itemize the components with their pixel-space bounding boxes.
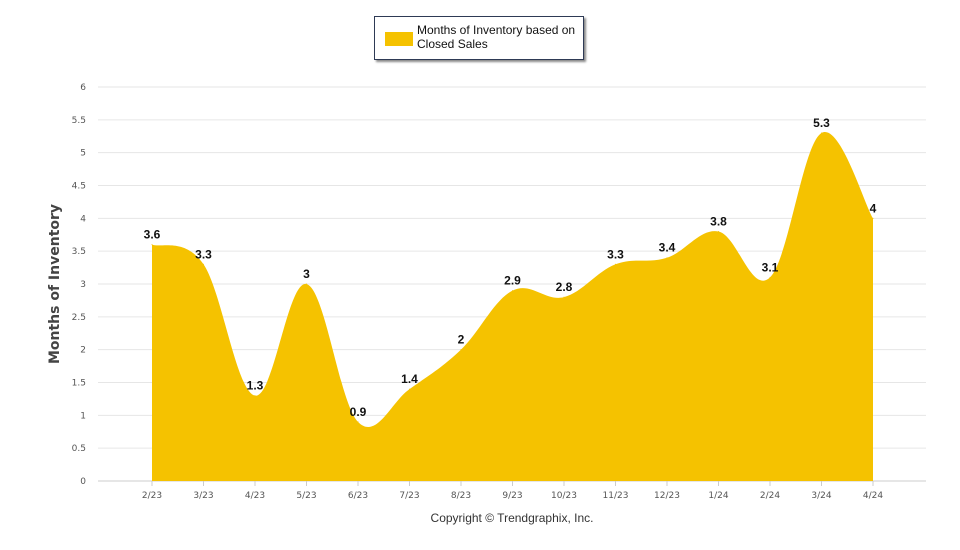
y-axis-title: Months of Inventory bbox=[47, 204, 63, 364]
data-point bbox=[872, 217, 874, 219]
x-tick-label: 5/23 bbox=[296, 491, 316, 501]
x-tick-label: 6/23 bbox=[348, 491, 368, 501]
x-tick-label: 12/23 bbox=[654, 491, 680, 501]
legend-swatch bbox=[385, 32, 413, 46]
legend-label: Months of Inventory based on Closed Sale… bbox=[417, 23, 576, 51]
x-tick-label: 7/23 bbox=[399, 491, 419, 501]
y-tick-label: 3.5 bbox=[72, 247, 86, 257]
copyright-text: Copyright © Trendgraphix, Inc. bbox=[430, 511, 594, 525]
x-tick-label: 2/23 bbox=[142, 491, 162, 501]
x-tick-label: 4/23 bbox=[245, 491, 265, 501]
y-tick-label: 1 bbox=[80, 411, 86, 421]
y-tick-label: 4.5 bbox=[72, 182, 86, 192]
data-label: 2 bbox=[458, 333, 465, 347]
data-point bbox=[512, 290, 513, 292]
data-label: 3.4 bbox=[659, 241, 676, 255]
x-tick-label: 10/23 bbox=[551, 491, 577, 501]
data-label: 3.1 bbox=[762, 260, 779, 274]
data-label: 3.3 bbox=[195, 247, 212, 261]
data-label: 2.9 bbox=[504, 274, 521, 288]
data-point bbox=[615, 263, 616, 265]
x-tick-label: 3/24 bbox=[811, 491, 831, 501]
data-point bbox=[718, 230, 719, 232]
data-label: 0.9 bbox=[350, 405, 367, 419]
y-tick-label: 3 bbox=[80, 280, 86, 290]
data-point bbox=[203, 263, 204, 265]
data-label: 5.3 bbox=[813, 116, 830, 130]
x-tick-label: 1/24 bbox=[708, 491, 728, 501]
data-label: 3.8 bbox=[710, 214, 727, 228]
data-point bbox=[306, 283, 307, 285]
y-tick-label: 2 bbox=[80, 346, 86, 356]
data-label: 3.6 bbox=[144, 228, 161, 242]
x-tick-label: 4/24 bbox=[863, 491, 883, 501]
y-tick-label: 0.5 bbox=[72, 444, 86, 454]
data-label: 2.8 bbox=[556, 280, 573, 294]
y-tick-label: 6 bbox=[80, 83, 86, 93]
y-tick-label: 5.5 bbox=[72, 116, 86, 126]
x-tick-label: 2/24 bbox=[760, 491, 780, 501]
data-point bbox=[409, 388, 410, 390]
data-point bbox=[666, 257, 668, 259]
x-tick-label: 9/23 bbox=[502, 491, 522, 501]
data-label: 3 bbox=[303, 267, 310, 281]
data-point bbox=[563, 296, 565, 298]
y-tick-label: 0 bbox=[80, 477, 86, 487]
data-point bbox=[254, 395, 256, 397]
data-label: 4 bbox=[870, 201, 877, 215]
y-tick-label: 4 bbox=[80, 214, 86, 224]
data-point bbox=[357, 421, 359, 423]
x-tick-label: 11/23 bbox=[603, 491, 629, 501]
data-label: 3.3 bbox=[607, 247, 624, 261]
y-tick-label: 1.5 bbox=[72, 379, 86, 389]
legend: Months of Inventory based on Closed Sale… bbox=[374, 16, 584, 60]
area-series bbox=[152, 132, 873, 481]
data-point bbox=[769, 276, 771, 278]
data-label: 1.4 bbox=[401, 372, 418, 386]
x-tick-label: 8/23 bbox=[451, 491, 471, 501]
x-tick-label: 3/23 bbox=[193, 491, 213, 501]
data-point bbox=[460, 349, 462, 351]
y-tick-label: 2.5 bbox=[72, 313, 86, 323]
data-label: 1.3 bbox=[247, 379, 264, 393]
y-tick-label: 5 bbox=[80, 149, 86, 159]
data-point bbox=[821, 132, 822, 134]
data-point bbox=[151, 244, 153, 246]
